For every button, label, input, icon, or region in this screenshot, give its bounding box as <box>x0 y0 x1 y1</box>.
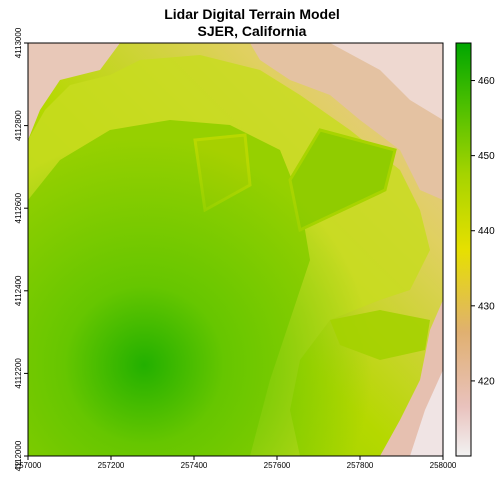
legend-tick-label: 450 <box>478 151 495 162</box>
map-frame <box>27 42 444 457</box>
y-tick-label: 4112000 <box>14 440 23 471</box>
legend-ticks: 420 430 440 450 460 <box>471 76 495 387</box>
legend: 420 430 440 450 460 <box>455 42 495 457</box>
map-title: Lidar Digital Terrain Model <box>164 6 340 22</box>
x-axis: 257000 257200 257400 257600 257800 258000 <box>15 456 457 470</box>
legend-colorbar <box>455 42 472 457</box>
y-tick-label: 4112400 <box>14 275 23 306</box>
x-tick-label: 257000 <box>15 461 42 470</box>
x-tick-label: 257600 <box>264 461 291 470</box>
legend-tick-label: 420 <box>478 376 495 387</box>
legend-tick-label: 460 <box>478 76 495 87</box>
x-tick-label: 257200 <box>98 461 125 470</box>
x-tick-label: 258000 <box>430 461 457 470</box>
legend-tick-label: 430 <box>478 301 495 312</box>
y-tick-label: 4112600 <box>14 192 23 223</box>
legend-tick-label: 440 <box>478 226 495 237</box>
x-tick-label: 257800 <box>347 461 374 470</box>
y-tick-label: 4113000 <box>14 27 23 58</box>
terrain-raster <box>28 43 443 456</box>
y-axis: 4112000 4112200 4112400 4112600 4112800 41130… <box>14 27 28 471</box>
y-tick-label: 4112800 <box>14 110 23 141</box>
y-tick-label: 4112200 <box>14 358 23 389</box>
x-tick-label: 257400 <box>181 461 208 470</box>
map-subtitle: SJER, California <box>197 23 307 39</box>
